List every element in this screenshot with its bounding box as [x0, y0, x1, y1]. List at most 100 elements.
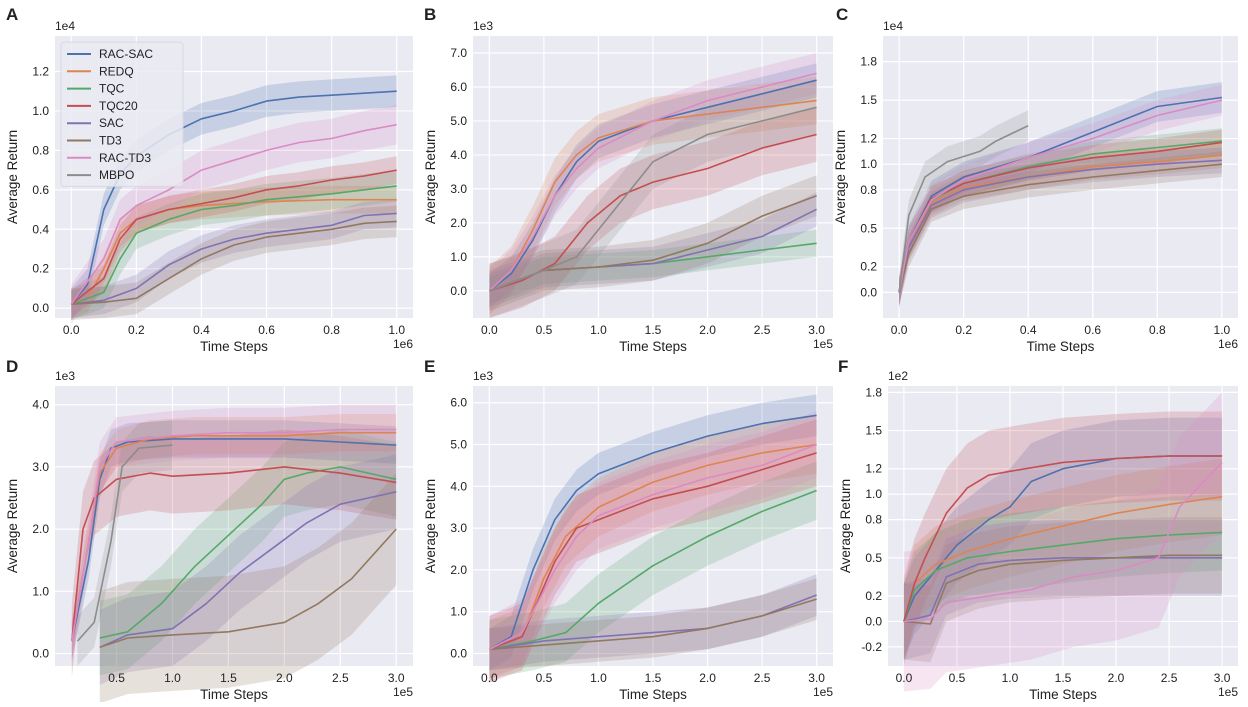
- y-tick-label: 6.0: [450, 396, 467, 410]
- line-rac-td3: [898, 99, 1223, 293]
- line-tqc: [71, 185, 397, 305]
- y-tick-label: 0.0: [860, 285, 877, 299]
- x-tick-label: 3.0: [808, 671, 825, 685]
- band-tqc: [489, 229, 817, 305]
- x-tick-label: 1.0: [1214, 323, 1231, 337]
- x-tick-label: 2.5: [1161, 671, 1178, 685]
- x-multiplier: 1e5: [813, 685, 833, 699]
- line-redq: [903, 495, 1223, 622]
- line-mbpo: [489, 106, 817, 292]
- line-td3: [99, 528, 397, 649]
- line-rac-td3: [70, 123, 397, 305]
- y-tick-label: 1.0: [860, 157, 877, 171]
- x-tick-label: 2.0: [276, 671, 293, 685]
- line-sac: [71, 212, 397, 305]
- y-tick-label: 1.2: [860, 132, 877, 146]
- y-tick-label: 1.5: [865, 424, 882, 438]
- y-multiplier: 1e4: [55, 19, 75, 33]
- x-tick-label: 1.5: [1055, 671, 1072, 685]
- y-tick-label: 4.0: [32, 398, 49, 412]
- band-mbpo: [77, 420, 173, 666]
- line-sac: [898, 159, 1222, 293]
- band-redq: [71, 185, 397, 318]
- y-tick-label: 1.8: [860, 55, 877, 69]
- y-multiplier: 1e3: [473, 369, 493, 383]
- band-tqc20: [71, 429, 397, 679]
- y-tick-label: 2.0: [450, 216, 467, 230]
- line-rac-sac: [70, 90, 397, 305]
- panel-letter: B: [424, 5, 436, 24]
- y-tick-label: 6.0: [450, 80, 467, 94]
- x-axis-label: Time Steps: [1027, 339, 1095, 354]
- x-multiplier: 1e6: [393, 337, 413, 351]
- x-tick-label: 1.0: [590, 323, 607, 337]
- panel-d: 0.5 1.0 1.5 2.0 2.5 3.0 0.0 1.0 2.0 3.0 4.0 Time St…: [5, 357, 413, 704]
- y-axis-label: Average Return: [423, 130, 438, 224]
- y-tick-label: 1.0: [865, 487, 882, 501]
- y-tick-label: 1.2: [865, 462, 882, 476]
- legend-box: [60, 41, 184, 187]
- x-axis-label: Time Steps: [200, 687, 268, 702]
- y-tick-label: 4.0: [450, 479, 467, 493]
- band-tqc20: [71, 156, 397, 318]
- line-sac: [99, 491, 397, 649]
- band-rac-td3: [71, 105, 397, 324]
- y-tick-label: 1.0: [32, 584, 49, 598]
- panel-letter: A: [6, 5, 18, 24]
- x-tick-label: 1.0: [164, 671, 181, 685]
- panel-e: 0.0 0.5 1.0 1.5 2.0 2.5 3.0 0.0 1.0 2.0 3.0 4.0 5.0 6…: [423, 357, 833, 702]
- x-tick-label: 0.6: [1084, 323, 1101, 337]
- x-tick-label: 0.4: [1020, 323, 1037, 337]
- y-tick-label: 0.0: [865, 614, 882, 628]
- x-tick-label: 0.8: [323, 323, 340, 337]
- y-tick-label: 5.0: [450, 114, 467, 128]
- y-tick-label: 1.0: [450, 605, 467, 619]
- x-tick-label: 2.5: [754, 323, 771, 337]
- x-tick-label: 0.0: [896, 671, 913, 685]
- band-td3: [899, 151, 1222, 306]
- y-tick-label: 0.8: [860, 183, 877, 197]
- x-tick-label: 2.5: [754, 671, 771, 685]
- band-td3: [489, 175, 817, 312]
- panel-a: 0.0 0.2 0.4 0.6 0.8 1.0 0.0 0.2 0.4 0.6 0.8 1.0 1.2 T…: [5, 5, 413, 354]
- x-tick-label: 1.5: [645, 671, 662, 685]
- y-tick-label: 0.0: [32, 647, 49, 661]
- legend: RAC-SAC REDQ TQC TQC20 SAC TD3 RAC-TD3 MBPO: [60, 41, 184, 187]
- y-axis-label: Average Return: [838, 479, 853, 573]
- y-tick-label: 0.2: [860, 260, 877, 274]
- panel-c: 0.0 0.2 0.4 0.6 0.8 1.0 0.0 0.2 0.5 0.8 1.0 1.2 1.5 1…: [833, 5, 1238, 354]
- line-mbpo: [76, 444, 173, 642]
- y-tick-label: -0.2: [861, 640, 882, 654]
- x-tick-label: 0.6: [258, 323, 275, 337]
- band-td3: [903, 517, 1223, 663]
- x-multiplier: 1e5: [1218, 685, 1238, 699]
- y-tick-label: 1.5: [860, 93, 877, 107]
- y-tick-label: 0.4: [32, 222, 49, 236]
- y-tick-label: 3.0: [450, 182, 467, 196]
- y-tick-label: 0.0: [32, 301, 49, 315]
- band-mbpo: [899, 110, 1029, 308]
- y-tick-label: 1.0: [450, 250, 467, 264]
- x-tick-label: 0.0: [63, 323, 80, 337]
- x-tick-label: 2.5: [332, 671, 349, 685]
- x-tick-label: 2.0: [1108, 671, 1125, 685]
- line-tqc: [99, 466, 397, 639]
- x-tick-label: 1.0: [590, 671, 607, 685]
- band-rac-td3: [903, 392, 1223, 692]
- line-tqc: [903, 531, 1223, 622]
- y-tick-label: 1.0: [32, 104, 49, 118]
- x-tick-label: 0.0: [481, 671, 498, 685]
- band-rac-sac: [903, 417, 1223, 660]
- y-tick-label: 0.8: [865, 513, 882, 527]
- line-tqc20: [903, 455, 1223, 622]
- y-axis-label: Average Return: [5, 130, 20, 224]
- band-tqc: [71, 170, 397, 320]
- line-tqc20: [71, 466, 397, 642]
- line-td3: [903, 554, 1223, 625]
- x-tick-label: 0.2: [128, 323, 145, 337]
- x-tick-label: 1.5: [220, 671, 237, 685]
- legend-entry: TQC20: [99, 99, 138, 113]
- band-sac: [903, 519, 1223, 660]
- line-td3: [898, 163, 1222, 293]
